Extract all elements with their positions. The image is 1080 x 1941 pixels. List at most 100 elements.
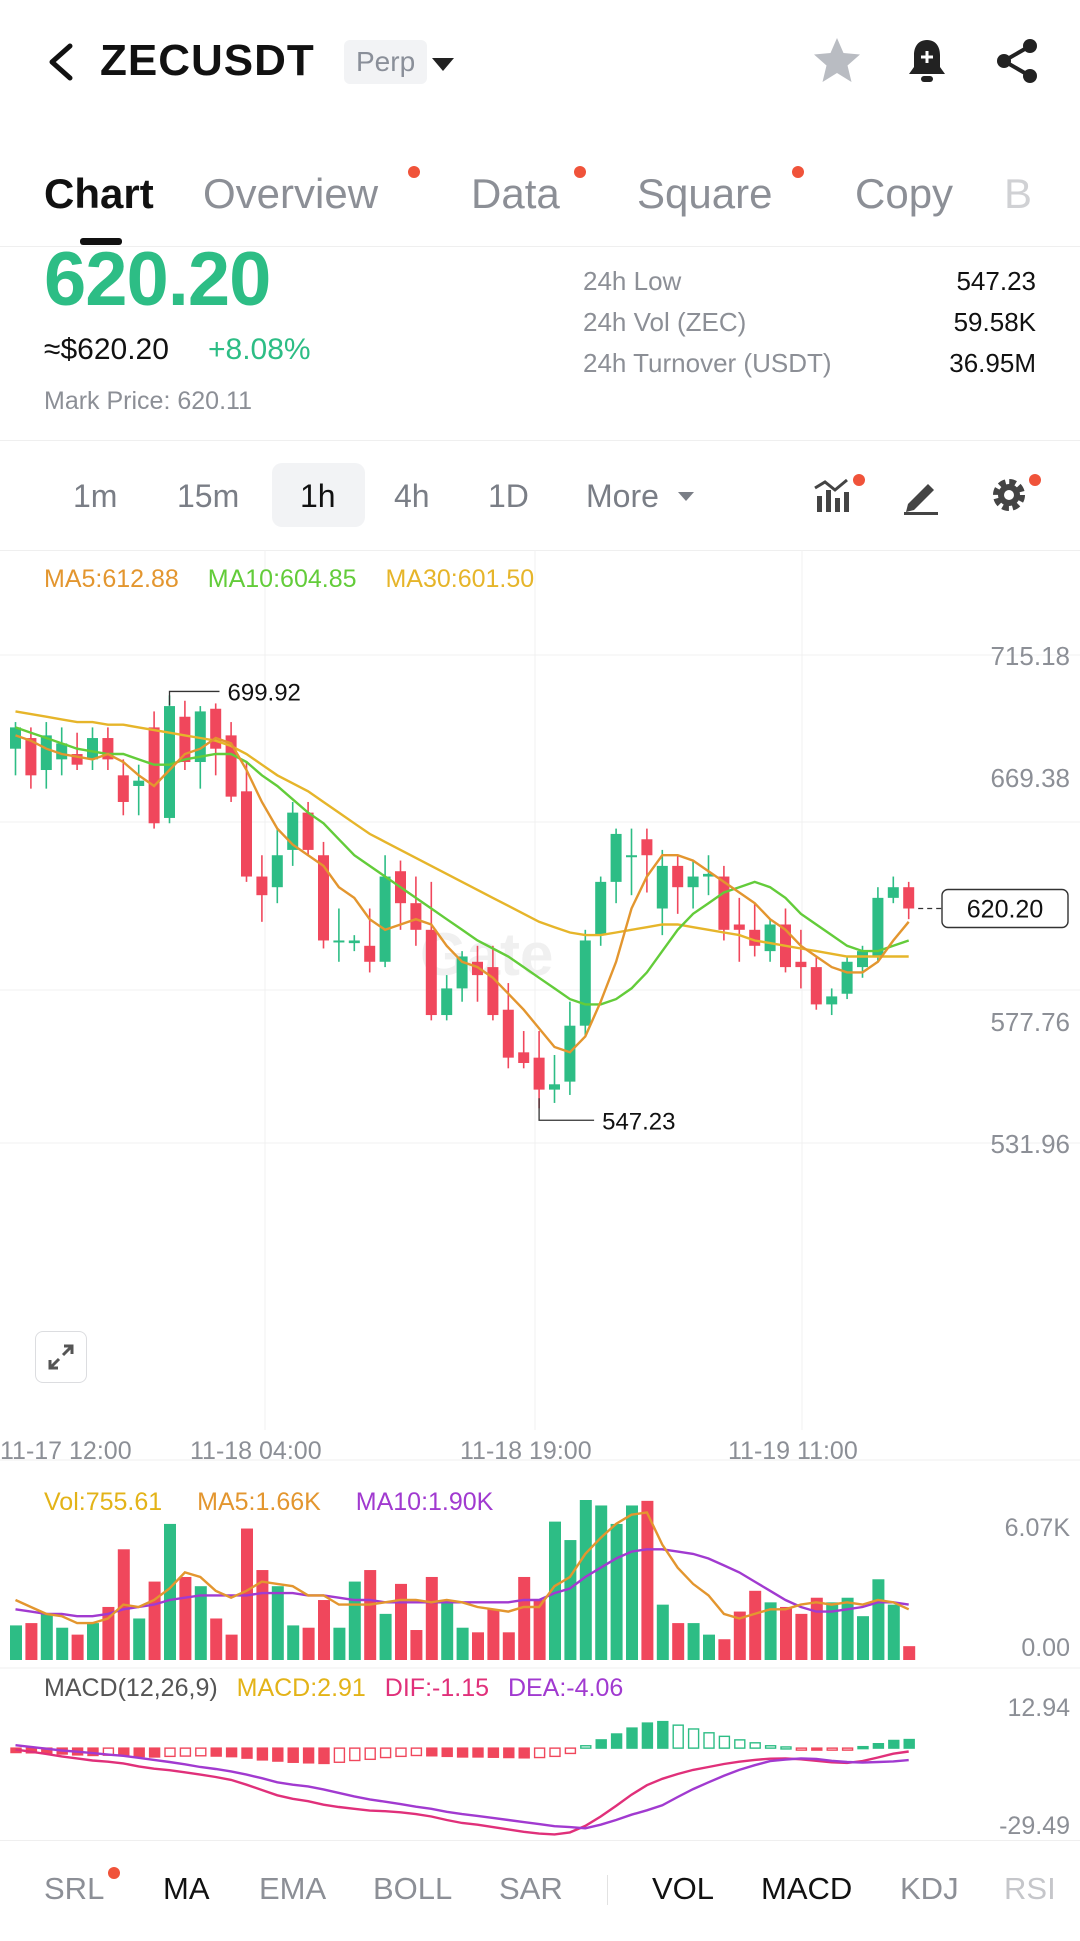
vol-ma10: MA10:1.90K — [355, 1488, 494, 1516]
indicator-macd[interactable]: MACD — [761, 1871, 853, 1906]
mark-price: Mark Price: 620.11 — [44, 387, 252, 416]
candle-body — [610, 833, 622, 882]
price-chart[interactable]: Gate 715.18 669.38 577.76 531.96 699.92 547.23… — [0, 550, 1080, 1850]
candle-body — [549, 1084, 560, 1090]
low-price-label: 547.23 — [602, 1108, 675, 1135]
stat-label-vol: 24h Vol (ZEC) — [583, 307, 747, 337]
more-chevron-icon[interactable] — [678, 492, 694, 501]
indicator-icon[interactable] — [813, 474, 855, 516]
tab-b[interactable]: B — [1004, 170, 1033, 217]
indicator-boll[interactable]: BOLL — [373, 1871, 453, 1906]
volume-bar — [795, 1613, 808, 1660]
candle-body — [841, 961, 853, 994]
indicator-ema[interactable]: EMA — [259, 1871, 327, 1906]
tab-data[interactable]: Data — [471, 170, 560, 217]
draw-pencil-icon[interactable] — [900, 474, 942, 516]
timeframe-15m[interactable]: 15m — [177, 478, 240, 514]
volume-bar — [410, 1630, 423, 1660]
divider — [0, 440, 1080, 441]
tab-chart[interactable]: Chart — [44, 170, 154, 217]
macd-histogram-bar — [503, 1747, 515, 1759]
candle-body — [10, 727, 21, 749]
candle-body — [595, 881, 607, 936]
vol-ma5: MA5:1.66K — [197, 1488, 321, 1516]
volume-bar — [395, 1583, 407, 1660]
macd-histogram-bar — [379, 1747, 392, 1759]
timeframe-1h[interactable]: 1h — [300, 478, 336, 514]
macd-histogram-bar — [549, 1747, 561, 1758]
star-icon[interactable] — [810, 34, 864, 88]
bell-icon[interactable] — [900, 34, 954, 88]
indicator-vol[interactable]: VOL — [652, 1871, 715, 1906]
volume-bar — [764, 1602, 777, 1660]
indicator-srl[interactable]: SRL — [44, 1871, 105, 1906]
macd-histogram-bar — [841, 1747, 854, 1751]
back-arrow-icon[interactable] — [40, 38, 84, 86]
share-icon[interactable] — [990, 34, 1044, 88]
indicator-ma[interactable]: MA — [163, 1871, 210, 1906]
candle-body — [56, 743, 68, 760]
stat-value-turnover: 36.95M — [949, 348, 1036, 378]
divider — [0, 550, 1080, 551]
macd-histogram-bar — [133, 1747, 145, 1758]
tab-overview[interactable]: Overview — [203, 170, 379, 217]
volume-bar — [472, 1632, 484, 1660]
timeframe-4h[interactable]: 4h — [394, 478, 430, 514]
mark-price-label: Mark Price: — [44, 387, 171, 415]
volume-bar — [133, 1618, 146, 1660]
candle-body — [887, 887, 899, 898]
vol-ma5-line — [15, 1511, 910, 1625]
volume-bar — [780, 1606, 792, 1660]
symbol-title[interactable]: ZECUSDT — [100, 36, 315, 85]
chart-area[interactable]: Gate 715.18 669.38 577.76 531.96 699.92 547.23… — [0, 550, 1080, 1850]
candle-body — [302, 812, 314, 850]
candle-body — [502, 1009, 514, 1058]
low-marker-line — [538, 1098, 595, 1121]
chevron-down-icon[interactable] — [432, 58, 454, 71]
timeframe-1d[interactable]: 1D — [488, 478, 529, 514]
timeframe-more[interactable]: More — [586, 478, 659, 514]
macd-value: MACD:2.91 — [236, 1674, 366, 1702]
usd-price: ≈$620.20 — [44, 333, 169, 366]
vol-value: Vol:755.61 — [44, 1488, 163, 1516]
settings-gear-icon[interactable] — [988, 474, 1030, 516]
candle-body — [25, 738, 37, 776]
vol-axis-tick: 6.07K — [1005, 1514, 1071, 1542]
volume-bar — [610, 1523, 623, 1660]
candle-body — [148, 727, 160, 824]
time-axis-tick: 11-17 12:00 — [0, 1437, 132, 1465]
candle-body — [210, 708, 222, 749]
macd-histogram-bar — [302, 1747, 315, 1764]
indicator-rsi[interactable]: RSI — [1004, 1871, 1056, 1906]
active-tab-indicator — [80, 238, 122, 245]
macd-histogram-bar — [610, 1733, 623, 1749]
candle-body — [410, 903, 422, 930]
macd-histogram-bar — [179, 1747, 192, 1757]
macd-dea-line — [15, 1744, 909, 1830]
macd-histogram-bar — [349, 1747, 361, 1762]
volume-bar — [749, 1590, 762, 1660]
macd-histogram-bar — [672, 1724, 684, 1749]
ma10-line — [15, 726, 910, 1006]
macd-histogram-bar — [410, 1747, 423, 1757]
tab-square[interactable]: Square — [637, 170, 773, 217]
tab-overview-dot — [408, 166, 420, 178]
tab-copy[interactable]: Copy — [855, 170, 954, 217]
last-price: 620.20 — [44, 237, 271, 322]
macd-histogram-bar — [795, 1747, 808, 1751]
macd-histogram-bar — [472, 1747, 484, 1758]
candle-body — [456, 956, 468, 989]
volume-bar — [210, 1618, 223, 1660]
macd-histogram-bar — [564, 1747, 577, 1755]
vol-legend: Vol:755.61 MA5:1.66K MA10:1.90K — [44, 1488, 493, 1517]
ma5-line — [15, 734, 910, 1054]
candle-body — [810, 967, 822, 1005]
volume-bar — [518, 1576, 531, 1660]
indicator-sar[interactable]: SAR — [499, 1871, 563, 1906]
macd-histogram-bar — [225, 1747, 238, 1758]
macd-histogram-bar — [333, 1747, 346, 1763]
timeframe-1m[interactable]: 1m — [73, 478, 118, 514]
indicator-kdj[interactable]: KDJ — [900, 1871, 959, 1906]
macd-histogram-bar — [456, 1747, 469, 1758]
expand-chart-button[interactable] — [35, 1331, 87, 1383]
